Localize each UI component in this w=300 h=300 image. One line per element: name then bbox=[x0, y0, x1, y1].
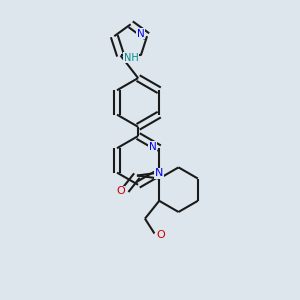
Text: O: O bbox=[156, 230, 165, 240]
Text: N: N bbox=[155, 168, 164, 178]
Text: O: O bbox=[116, 186, 125, 196]
Text: N: N bbox=[149, 142, 157, 152]
Text: NH: NH bbox=[124, 53, 139, 63]
Text: N: N bbox=[137, 29, 144, 39]
